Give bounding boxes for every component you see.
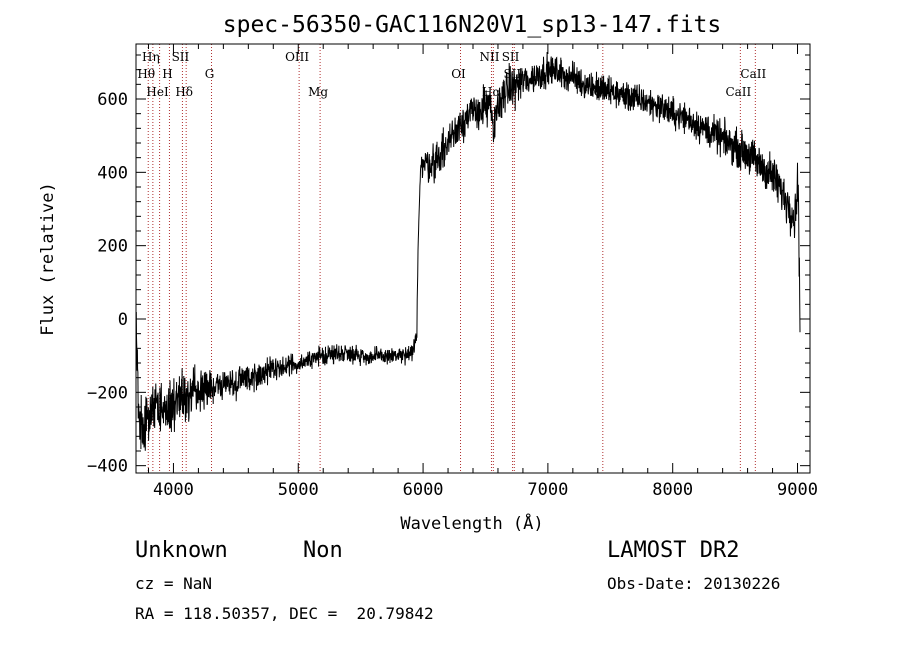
x-tick-label: 6000: [403, 480, 444, 500]
x-tick-label: 9000: [777, 480, 818, 500]
spectral-line-label: H: [162, 67, 172, 81]
x-tick-label: 7000: [527, 480, 568, 500]
spectrum-line: [135, 51, 801, 451]
spectral-line-label: OIII: [285, 50, 309, 64]
y-tick-label: −400: [87, 457, 128, 477]
spectral-line-label: SII: [172, 50, 190, 64]
y-axis-ticks: −400 −200 0 200 400 600: [87, 54, 810, 477]
x-tick-label: 5000: [278, 480, 319, 500]
y-axis-label: Flux (relative): [38, 182, 58, 336]
chart-title: spec-56350-GAC116N20V1_sp13-147.fits: [223, 12, 722, 38]
survey-name: LAMOST DR2: [607, 538, 740, 563]
x-tick-label: 8000: [652, 480, 693, 500]
spectral-line-label: Mg: [308, 85, 328, 99]
spectral-line-label: CaII: [740, 67, 766, 81]
spectral-line-label: G: [205, 67, 215, 81]
spectral-line-label: NII: [479, 50, 499, 64]
coordinates-readout: RA = 118.50357, DEC = 20.79842: [135, 604, 434, 623]
x-axis-ticks: 4000 5000 6000 7000 8000 9000: [147, 44, 818, 500]
spectral-line-label: HeI: [146, 85, 169, 99]
spectral-line-label: SII: [502, 50, 520, 64]
object-subclass: Non: [303, 538, 343, 563]
spectral-line-label: CaII: [725, 85, 751, 99]
x-tick-label: 4000: [153, 480, 194, 500]
spectral-line-label: OI: [451, 67, 466, 81]
y-tick-label: 400: [97, 163, 128, 183]
object-class: Unknown: [135, 538, 228, 563]
observation-date: Obs-Date: 20130226: [607, 574, 781, 593]
y-tick-label: −200: [87, 383, 128, 403]
y-tick-label: 600: [97, 90, 128, 110]
y-tick-label: 0: [118, 310, 128, 330]
y-tick-label: 200: [97, 237, 128, 257]
spectral-line-label: Hδ: [175, 85, 193, 99]
x-axis-label: Wavelength (Å): [400, 512, 543, 534]
spectral-line-label: Hη: [142, 50, 160, 64]
spectral-line-label: Hθ: [137, 67, 155, 81]
redshift-readout: cz = NaN: [135, 574, 213, 593]
